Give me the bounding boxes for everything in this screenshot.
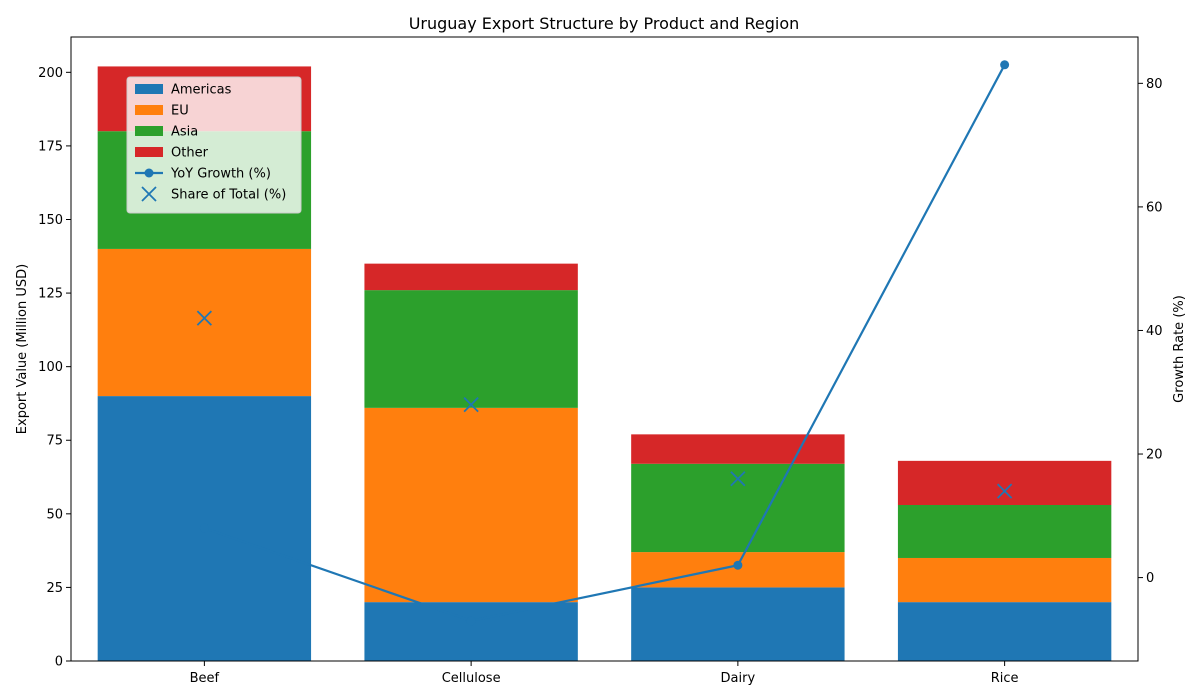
y-tick-label: 0 <box>55 655 63 670</box>
legend-item-share-of-total: Share of Total (%) <box>141 186 286 203</box>
bar-eu-cellulose <box>364 407 578 603</box>
legend: Americas EU Asia Other YoY Growth (%) Share o… <box>126 76 302 214</box>
legend-label: Share of Total (%) <box>171 188 286 203</box>
bar-americas-rice <box>897 602 1112 661</box>
legend-swatch <box>135 84 163 94</box>
y-tick-label: 75 <box>46 434 63 449</box>
legend-label: EU <box>171 104 189 119</box>
bar-other-cellulose <box>364 263 578 291</box>
plot-frame <box>70 36 1139 662</box>
y-axis-title: Export Value (Million USD) <box>15 264 30 434</box>
y-tick-label: 175 <box>38 139 63 154</box>
legend-box <box>126 76 302 214</box>
bar-asia-cellulose <box>364 290 578 408</box>
legend-x-stroke <box>141 186 157 202</box>
lines-layer <box>196 60 1013 626</box>
growth-point-rice <box>1000 60 1010 70</box>
axes-layer: 0 25 50 75 100 125 150 175 200 0 20 40 60 80 Beef Cellu… <box>38 36 1163 686</box>
legend-swatch <box>135 126 163 136</box>
legend-label: Asia <box>171 125 198 140</box>
growth-point-dairy <box>733 560 743 570</box>
share-marker-stroke <box>730 471 746 487</box>
share-marker-stroke <box>196 310 213 326</box>
x-tick-label-rice: Rice <box>991 671 1019 686</box>
legend-item-asia: Asia <box>135 125 198 140</box>
chart-title: Uruguay Export Structure by Product and … <box>409 14 800 33</box>
bar-asia-rice <box>897 505 1112 558</box>
y2-tick-label: 60 <box>1146 200 1163 215</box>
y-tick-label: 25 <box>46 581 63 596</box>
y2-tick-label: 80 <box>1146 77 1163 92</box>
legend-item-eu: EU <box>135 104 189 119</box>
y-tick-label: 125 <box>38 287 63 302</box>
bar-asia-dairy <box>631 463 845 553</box>
growth-line <box>204 64 1006 622</box>
bar-eu-rice <box>897 557 1112 603</box>
legend-line-marker <box>144 168 154 178</box>
bar-americas-dairy <box>631 587 845 661</box>
share-marker-stroke <box>996 483 1013 499</box>
x-tick-label-cellulose: Cellulose <box>442 671 501 686</box>
share-marker-dairy <box>730 471 746 487</box>
y-tick-label: 50 <box>46 507 63 522</box>
y2-tick-label: 40 <box>1146 324 1163 339</box>
bar-americas-cellulose <box>364 602 578 661</box>
legend-item-other: Other <box>135 146 209 161</box>
share-marker-stroke <box>463 396 479 413</box>
growth-point-beef <box>199 523 209 533</box>
legend-item-americas: Americas <box>135 83 232 98</box>
share-marker-rice <box>996 483 1013 499</box>
bar-other-dairy <box>631 434 845 464</box>
legend-label: Other <box>171 146 209 161</box>
share-marker-beef <box>196 310 213 326</box>
x-tick-label-beef: Beef <box>190 671 220 686</box>
y-tick-label: 150 <box>38 213 63 228</box>
y-tick-label: 200 <box>38 66 63 81</box>
bar-eu-beef <box>97 248 312 397</box>
y2-axis-title: Growth Rate (%) <box>1172 295 1187 403</box>
legend-swatch <box>135 147 163 157</box>
share-marker-cellulose <box>463 396 479 413</box>
clipped-lines <box>199 60 1010 626</box>
legend-label: YoY Growth (%) <box>170 167 271 182</box>
legend-swatch <box>135 105 163 115</box>
y-tick-label: 100 <box>38 360 63 375</box>
y2-tick-label: 0 <box>1146 571 1154 586</box>
legend-label: Americas <box>171 83 232 98</box>
bar-other-rice <box>897 460 1112 505</box>
bar-eu-dairy <box>631 552 845 588</box>
legend-item-yoy-growth: YoY Growth (%) <box>135 167 271 182</box>
growth-point-cellulose <box>466 616 476 626</box>
x-tick-label-dairy: Dairy <box>721 671 756 686</box>
y2-tick-label: 20 <box>1146 448 1163 463</box>
